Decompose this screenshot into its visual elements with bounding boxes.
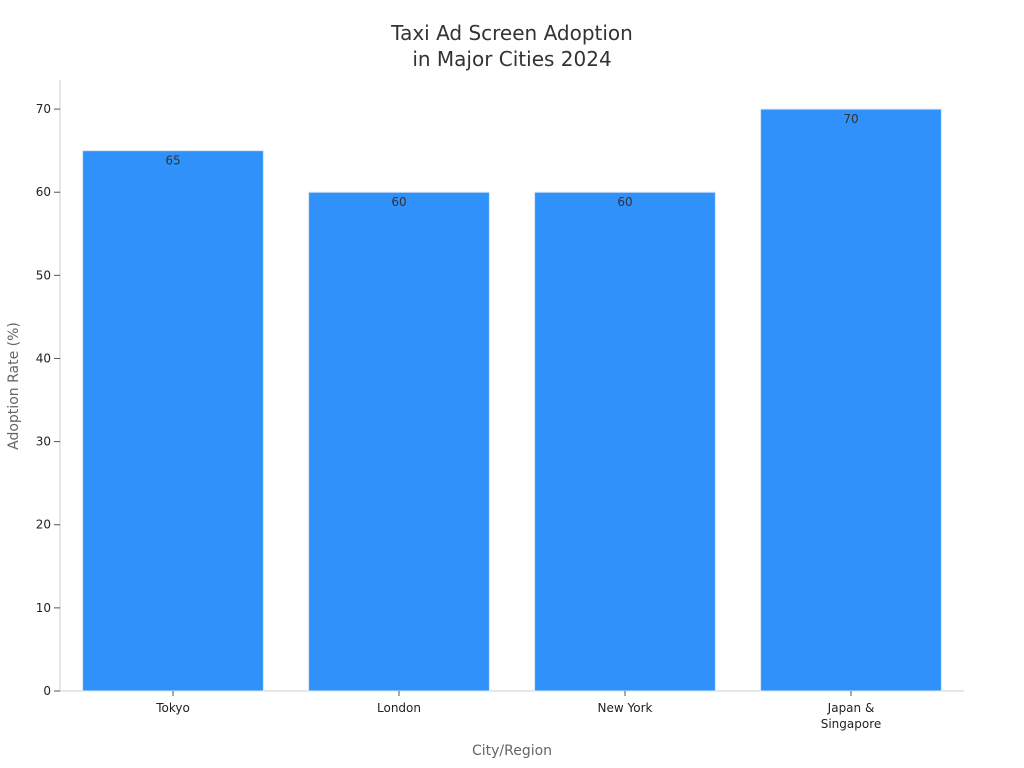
bar [82,150,264,692]
chart-title: Taxi Ad Screen Adoption in Major Cities … [0,20,1024,72]
y-tick-label: 10 [36,601,51,615]
y-tick-label: 40 [36,351,51,365]
bar [308,191,490,692]
y-tick-label: 60 [36,185,51,199]
bar [760,108,942,692]
plot-area: 0 10 20 30 40 50 60 70 65 Tokyo 60 London 60 New York… [36,80,964,731]
x-tick-label: Tokyo [155,701,190,715]
y-tick-label: 0 [43,684,51,698]
y-tick-label: 30 [36,435,51,449]
x-axis-title: City/Region [472,743,552,759]
y-tick-label: 70 [36,102,51,116]
y-tick-label: 20 [36,518,51,532]
chart-title-line-1: Taxi Ad Screen Adoption [391,21,633,45]
x-tick-label: New York [598,701,653,715]
bar-value-label: 70 [843,112,858,126]
chart-title-line-2: in Major Cities 2024 [412,47,612,71]
x-tick-label: Japan & Singapore [821,701,882,731]
y-tick-label: 50 [36,268,51,282]
x-tick-label: London [377,701,421,715]
bar-value-label: 65 [165,154,180,168]
bar-value-label: 60 [391,195,406,209]
y-axis-title: Adoption Rate (%) [6,322,22,450]
bar [534,191,716,692]
bar-value-label: 60 [617,195,632,209]
